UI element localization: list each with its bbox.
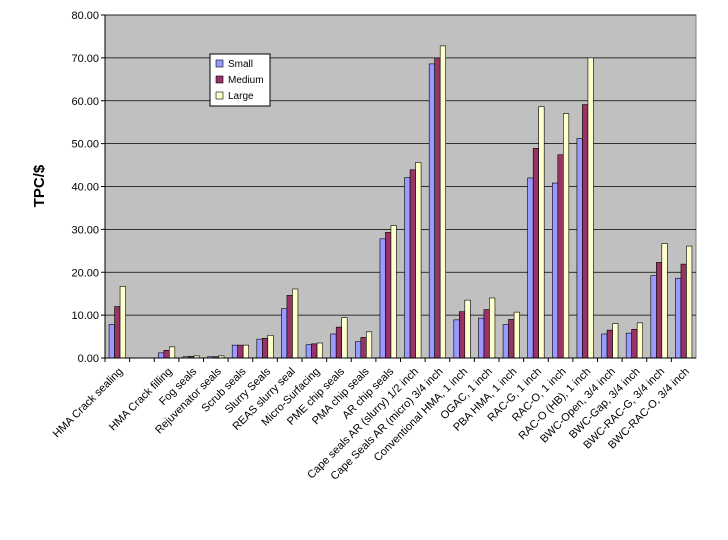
bar-large (119, 286, 126, 359)
legend-swatch-small (215, 59, 224, 68)
bar-medium (286, 295, 293, 359)
bar-medium (532, 148, 539, 359)
bar-medium (557, 154, 564, 359)
legend-label-large: Large (228, 91, 254, 102)
bar-medium (656, 262, 663, 359)
bar-large (439, 45, 446, 359)
bar-medium (311, 343, 318, 359)
bar-large (415, 162, 422, 359)
bar-small (576, 138, 583, 359)
bar-large (341, 317, 348, 359)
bar-medium (360, 337, 367, 359)
y-tick-label: 80.00 (71, 10, 99, 22)
bar-large (489, 297, 496, 359)
y-tick-label: 10.00 (71, 310, 99, 322)
bar-small (527, 177, 534, 359)
legend-swatch-medium (215, 75, 224, 84)
y-tick-labels: 0.00 10.00 20.00 30.00 40.00 50.00 60.00 70.00 8… (71, 10, 99, 365)
bar-small (158, 352, 165, 359)
gridlines (105, 14, 696, 316)
bar-small (231, 344, 238, 359)
bar-small (478, 317, 485, 359)
bar-small (404, 177, 411, 359)
bar-large (661, 243, 668, 359)
bar-large (316, 342, 323, 359)
y-tick-label: 60.00 (71, 96, 99, 108)
bar-medium (409, 169, 416, 359)
bar-small (108, 324, 115, 359)
bars (108, 45, 693, 359)
bar-medium (163, 349, 170, 359)
bar-medium (335, 326, 342, 359)
bar-small (379, 238, 386, 359)
bar-small (305, 344, 312, 359)
y-tick-label: 70.00 (71, 53, 99, 65)
legend-label-small: Small (228, 59, 253, 70)
bar-small (281, 308, 288, 359)
bar-large (686, 245, 693, 359)
bar-medium (114, 306, 121, 359)
bar-medium (606, 329, 613, 359)
bar-large (292, 288, 299, 359)
bar-small (601, 333, 608, 359)
bar-large (464, 299, 471, 359)
bar-medium (483, 309, 490, 359)
bar-small (256, 338, 263, 359)
bar-medium (434, 57, 441, 359)
y-tick-label: 40.00 (71, 182, 99, 194)
bar-medium (508, 319, 515, 359)
axes (101, 14, 696, 362)
legend-swatch-large (215, 91, 224, 100)
bar-large (267, 334, 274, 359)
bar-medium (459, 311, 466, 359)
bar-small (552, 182, 559, 359)
bar-small (453, 319, 460, 359)
y-tick-label: 0.00 (78, 353, 99, 365)
bar-large (390, 225, 397, 359)
legend: Small Medium Large (209, 53, 271, 107)
bar-small (330, 333, 337, 359)
bar-large (612, 323, 619, 359)
bar-large (169, 346, 176, 359)
bar-small (355, 341, 362, 359)
legend-label-medium: Medium (228, 75, 264, 86)
bar-small (675, 277, 682, 359)
y-tick-label: 50.00 (71, 139, 99, 151)
bar-medium (582, 104, 589, 359)
bar-medium (680, 263, 687, 359)
bar-large (242, 344, 249, 359)
bar-medium (237, 344, 244, 359)
bar-small (650, 275, 657, 359)
bar-large (538, 106, 545, 359)
bar-large (366, 331, 373, 359)
bar-large (513, 311, 520, 359)
bar-large (636, 322, 643, 359)
bar-small (502, 324, 509, 359)
bar-medium (631, 328, 638, 359)
bar-small (625, 332, 632, 359)
bar-small (428, 63, 435, 359)
bar-large (587, 57, 594, 359)
bar-medium (262, 337, 269, 359)
y-tick-label: 20.00 (71, 267, 99, 279)
y-axis-label: TPC/$ (31, 164, 48, 207)
y-tick-label: 30.00 (71, 224, 99, 236)
bar-medium (385, 232, 392, 359)
bar-large (563, 113, 570, 359)
